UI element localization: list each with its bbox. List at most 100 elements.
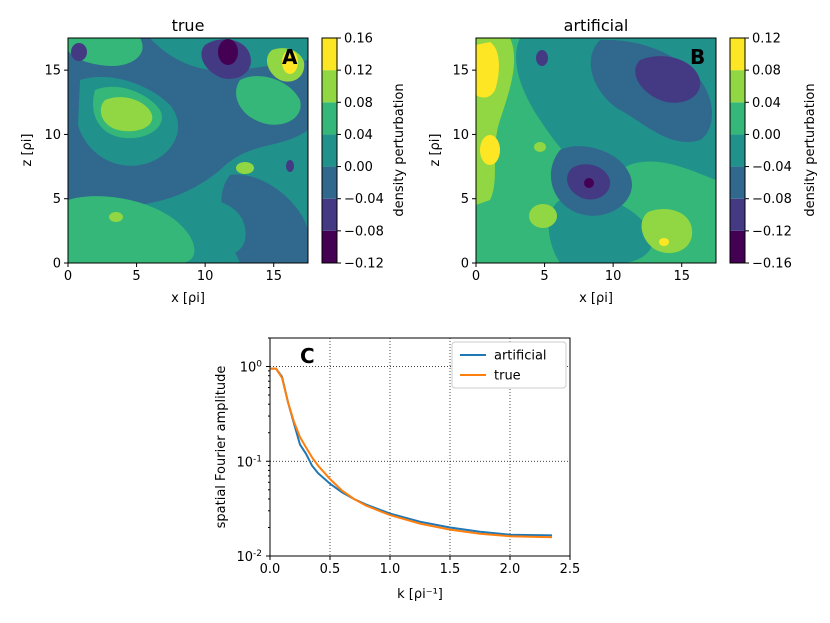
panel-a-region-green [68, 196, 195, 263]
panel-c-x-tick-label: 0.5 [320, 562, 341, 577]
panel-c-x-tick-label: 1.0 [380, 562, 401, 577]
panel-a-region-peak [282, 50, 298, 74]
panel-b-colorbar-tick-label: 0.08 [752, 64, 781, 79]
panel-a-region-lightgreen [236, 162, 254, 174]
panel-c-legend-box [451, 341, 567, 389]
panel-a-region-green [68, 38, 143, 66]
panel-a-x-tick-label: 5 [132, 269, 140, 284]
panel-b-colorbar-tick-label: −0.16 [752, 257, 792, 272]
panel-a-y-tick-label: 10 [44, 128, 61, 143]
panel-a-y-axis: 0 5 10 15 [44, 64, 68, 272]
panel-b-colorbar-tick-label: −0.08 [752, 192, 792, 207]
panel-b-x-tick-label: 5 [540, 269, 548, 284]
panel-b-colorbar-band [730, 102, 745, 135]
panel-b-x-tick-label: 15 [673, 269, 690, 284]
panel-a-contour-field [68, 38, 308, 263]
panel-a-y-tick-label: 15 [44, 64, 61, 79]
panel-b-region-trough [536, 50, 548, 66]
panel-a-colorbar-tick-label: −0.04 [344, 192, 384, 207]
panel-b-colorbar-frame [729, 37, 746, 264]
panel-a-colorbar-tick-label: 0.00 [344, 160, 373, 175]
panel-a-y-tick-label: 0 [53, 257, 61, 272]
panel-c-letter: C [300, 344, 315, 368]
panel-c-y-tick-label: 10-2 [236, 549, 262, 565]
panel-b-region-lightgreen [641, 209, 693, 254]
panel-a-frame [67, 37, 309, 264]
panel-a-ylabel: z [ρi] [20, 134, 35, 167]
panel-b-y-tick-label: 10 [452, 128, 469, 143]
panel-a-x-tick-label: 10 [197, 269, 214, 284]
panel-c-x-tick-label: 2.5 [560, 562, 581, 577]
panel-c-x-tick-label: 0.0 [260, 562, 281, 577]
panel-a-colorbar-band [322, 102, 337, 135]
panel-a-region-green [236, 76, 301, 125]
panel-a-xlabel: x [ρi] [171, 291, 205, 306]
panel-a-colorbar-tick-label: −0.12 [344, 257, 384, 272]
panel-c-legend: artificial true [451, 341, 567, 389]
panel-a: true A 0 5 [20, 16, 407, 306]
panel-b-y-axis: 0 5 10 15 [452, 64, 476, 272]
panel-c: C 0.0 0.5 1.0 1.5 2.0 2.5 10-2 10-1 100 k [ρi⁻¹… [214, 337, 581, 602]
panel-b-y-tick-label: 5 [461, 192, 469, 207]
panel-a-colorbar: −0.12 −0.08 −0.04 0.00 0.04 0.08 0.12 0.16 [321, 32, 384, 272]
panel-b-colorbar-tick-label: −0.12 [752, 224, 792, 239]
panel-a-region-lightgreen [109, 212, 123, 222]
panel-a-region-lightgreen [100, 97, 153, 132]
panel-c-series-true [270, 367, 553, 539]
panel-b: artificial B 0 5 10 15 0 5 10 15 x [ρi] z [ρi]… [428, 16, 818, 306]
panel-a-region-trough [286, 160, 294, 172]
panel-a-region-trough [71, 43, 87, 61]
panel-b-colorbar-band [730, 134, 745, 167]
panel-b-colorbar: −0.16 −0.12 −0.08 −0.04 0.00 0.04 0.08 0.12 [729, 32, 792, 272]
panel-a-colorbar-band [322, 166, 337, 199]
panel-a-title: true [172, 16, 205, 35]
panel-b-ylabel: z [ρi] [428, 134, 443, 167]
panel-b-region-trough [635, 56, 701, 103]
panel-b-colorbar-tick-label: 0.00 [752, 128, 781, 143]
panel-b-colorbar-label: density perturbation [803, 83, 818, 216]
panel-b-colorbar-band [730, 70, 745, 103]
panel-a-colorbar-tick-label: 0.04 [344, 128, 373, 143]
panel-b-title: artificial [564, 16, 629, 35]
panel-b-colorbar-band [730, 198, 745, 231]
panel-b-colorbar-band [730, 38, 745, 71]
panel-c-y-tick-label: 10-1 [236, 454, 262, 470]
panel-b-x-tick-label: 10 [605, 269, 622, 284]
panel-c-legend-label: true [494, 369, 521, 384]
panel-a-colorbar-tick-label: 0.16 [344, 32, 373, 47]
panel-a-colorbar-tick-label: −0.08 [344, 224, 384, 239]
panel-c-x-tick-label: 2.0 [500, 562, 521, 577]
panel-b-region-trough-core [584, 178, 594, 188]
panel-c-y-axis: 10-2 10-1 100 [236, 337, 270, 565]
panel-b-region-mid [548, 196, 653, 263]
panel-b-contour-field [476, 38, 716, 263]
panel-b-region-peak [659, 238, 669, 246]
panel-a-x-tick-label: 15 [265, 269, 282, 284]
panel-c-x-axis: 0.0 0.5 1.0 1.5 2.0 2.5 [260, 556, 581, 577]
panel-b-x-tick-label: 0 [472, 269, 480, 284]
panel-a-colorbar-band [322, 134, 337, 167]
panel-a-letter: A [282, 45, 298, 69]
panel-a-colorbar-band [322, 198, 337, 231]
panel-b-frame [475, 37, 717, 264]
panel-c-ylabel: spatial Fourier amplitude [214, 366, 229, 529]
panel-b-letter: B [690, 45, 705, 69]
panel-b-colorbar-tick-label: 0.12 [752, 32, 781, 47]
panel-b-region-lightgreen [529, 204, 557, 228]
panel-a-region-mid [190, 199, 246, 258]
panel-a-colorbar-band [322, 70, 337, 103]
panel-b-xlabel: x [ρi] [579, 291, 613, 306]
panel-a-x-axis: 0 5 10 15 [64, 263, 282, 284]
panel-c-y-tick-label: 100 [240, 360, 263, 376]
panel-a-colorbar-tick-label: 0.08 [344, 96, 373, 111]
panel-a-colorbar-frame [321, 37, 338, 264]
panel-c-xlabel: k [ρi⁻¹] [397, 587, 443, 602]
panel-a-colorbar-tick-label: 0.12 [344, 64, 373, 79]
panel-a-region-trough-core [218, 39, 238, 65]
panel-a-x-tick-label: 0 [64, 269, 72, 284]
panel-b-colorbar-tick-label: 0.04 [752, 96, 781, 111]
panel-c-frame [269, 337, 571, 557]
panel-b-region-peak [480, 135, 500, 165]
panel-b-y-tick-label: 15 [452, 64, 469, 79]
